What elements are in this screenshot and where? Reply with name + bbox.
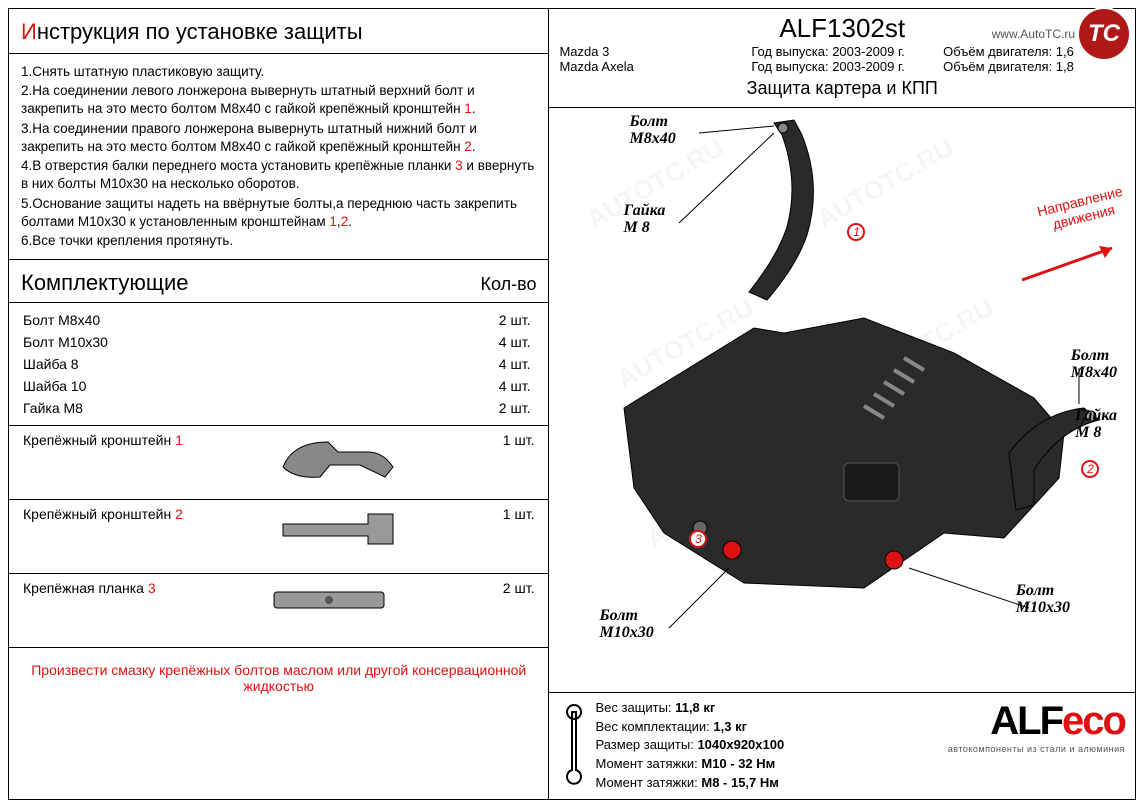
bracket-1-drawing	[729, 118, 849, 308]
instruction-step: 2.На соединении левого лонжерона выверну…	[21, 82, 536, 118]
direction-label: Направление движения	[1035, 183, 1128, 235]
hardware-list: Болт М8х40 2 шт. Болт М10х30 4 шт. Шайба 8 4 …	[9, 303, 548, 425]
hardware-row: Гайка М8 2 шт.	[9, 397, 548, 419]
instructions-block: 1.Снять штатную пластиковую защиту.2.На …	[9, 53, 548, 260]
components-title: Комплектующие	[21, 270, 188, 296]
bracket-name: Крепёжный кронштейн 2	[23, 506, 183, 522]
spec-row: Вес комплектации: 1,3 кг	[595, 718, 947, 737]
bracket-name: Крепёжная планка 3	[23, 580, 156, 596]
left-column: Инструкция по установке защиты 1.Снять ш…	[9, 9, 549, 799]
bracket-qty: 2 шт.	[503, 580, 535, 596]
instruction-step: 6.Все точки крепления протянуть.	[21, 232, 536, 250]
hardware-name: Болт М8х40	[23, 312, 100, 328]
hardware-qty: 4 шт.	[499, 378, 531, 394]
hardware-name: Шайба 8	[23, 356, 79, 372]
product-subtitle: Защита картера и КПП	[559, 74, 1125, 101]
hardware-row: Болт М8х40 2 шт.	[9, 309, 548, 331]
logo-alf: ALF	[990, 699, 1062, 743]
meta-cell: Mazda 3	[559, 44, 741, 59]
bracket-row: Крепёжный кронштейн 1 1 шт.	[9, 425, 548, 499]
hardware-name: Болт М10х30	[23, 334, 108, 350]
right-column: ALF1302st Mazda 3Mazda AxelaГод выпуска:…	[549, 9, 1135, 799]
bracket-row: Крепёжная планка 3 2 шт.	[9, 573, 548, 647]
bracket-1-icon	[268, 432, 418, 482]
hardware-name: Гайка М8	[23, 400, 83, 416]
brackets-list: Крепёжный кронштейн 11 шт.Крепёжный крон…	[9, 425, 548, 647]
meta-col: Год выпуска: 2003-2009 г.Год выпуска: 20…	[751, 44, 933, 74]
meta-col: Mazda 3Mazda Axela	[559, 44, 741, 74]
bracket-qty: 1 шт.	[503, 506, 535, 522]
title-initial: И	[21, 19, 37, 44]
bracket-3-icon	[254, 580, 404, 620]
instruction-step: 3.На соединении правого лонжерона выверн…	[21, 120, 536, 156]
callout-bolt-m10-right: Болт M10x30	[1016, 583, 1070, 617]
hardware-row: Шайба 8 4 шт.	[9, 353, 548, 375]
callout-bolt-m10-left: Болт M10x30	[599, 608, 653, 642]
instruction-step: 5.Основание защиты надеть на ввёрнутые б…	[21, 195, 536, 231]
alfeco-logo: ALFeco автокомпоненты из стали и алюмини…	[948, 699, 1125, 793]
bracket-2-icon	[268, 506, 418, 556]
bracket-name: Крепёжный кронштейн 1	[23, 432, 183, 448]
meta-cell: Mazda Axela	[559, 59, 741, 74]
lubrication-note: Произвести смазку крепёжных болтов масло…	[9, 647, 548, 708]
spec-row: Момент затяжки: М8 - 15,7 Нм	[595, 774, 947, 793]
specs-block: Вес защиты: 11,8 кгВес комплектации: 1,3…	[595, 699, 947, 793]
callout-nut-m8-right: Гайка M 8	[1075, 408, 1117, 442]
title-rest: нструкция по установке защиты	[37, 19, 363, 44]
components-header: Комплектующие Кол-во	[9, 260, 548, 303]
document-frame: TC www.AutoTC.ru Инструкция по установке…	[8, 8, 1136, 800]
diagram-area: AUTOTC.RU AUTOTC.RU AUTOTC.RU AUTOTC.RU …	[549, 108, 1135, 692]
bracket-row: Крепёжный кронштейн 2 1 шт.	[9, 499, 548, 573]
spec-row: Размер защиты: 1040х920х100	[595, 736, 947, 755]
instruction-step: 4.В отверстия балки переднего моста уста…	[21, 157, 536, 193]
meta-cell: Год выпуска: 2003-2009 г.	[751, 44, 933, 59]
hardware-name: Шайба 10	[23, 378, 86, 394]
logo-eco: eco	[1062, 699, 1125, 743]
meta-cell: Объём двигателя: 1,8	[943, 59, 1125, 74]
callout-bolt-m8-top: Болт М8х40	[629, 114, 675, 148]
logo-tagline: автокомпоненты из стали и алюминия	[948, 744, 1125, 754]
callout-circle-1: 1	[847, 223, 865, 241]
callout-bolt-m8-right: Болт М8х40	[1071, 348, 1117, 382]
spec-row: Вес защиты: 11,8 кг	[595, 699, 947, 718]
right-header: ALF1302st Mazda 3Mazda AxelaГод выпуска:…	[549, 9, 1135, 108]
site-url: www.AutoTC.ru	[992, 27, 1075, 41]
meta-cell: Год выпуска: 2003-2009 г.	[751, 59, 933, 74]
hardware-row: Шайба 10 4 шт.	[9, 375, 548, 397]
hardware-qty: 2 шт.	[499, 312, 531, 328]
vehicle-meta: Mazda 3Mazda Axela Год выпуска: 2003-2009…	[559, 44, 1125, 74]
right-footer: Вес защиты: 11,8 кгВес комплектации: 1,3…	[549, 692, 1135, 799]
bracket-qty: 1 шт.	[503, 432, 535, 448]
instruction-step: 1.Снять штатную пластиковую защиту.	[21, 63, 536, 81]
hardware-row: Болт М10х30 4 шт.	[9, 331, 548, 353]
hardware-qty: 2 шт.	[499, 400, 531, 416]
wrench-icon	[559, 699, 589, 787]
spec-row: Момент затяжки: М10 - 32 Нм	[595, 755, 947, 774]
hardware-qty: 4 шт.	[499, 356, 531, 372]
tc-badge: TC	[1077, 7, 1131, 61]
direction-arrow-icon	[1017, 238, 1127, 288]
install-title: Инструкция по установке защиты	[9, 9, 548, 53]
callout-nut-m8-top: Гайка M 8	[623, 203, 665, 237]
hardware-qty: 4 шт.	[499, 334, 531, 350]
qty-title: Кол-во	[481, 274, 537, 295]
